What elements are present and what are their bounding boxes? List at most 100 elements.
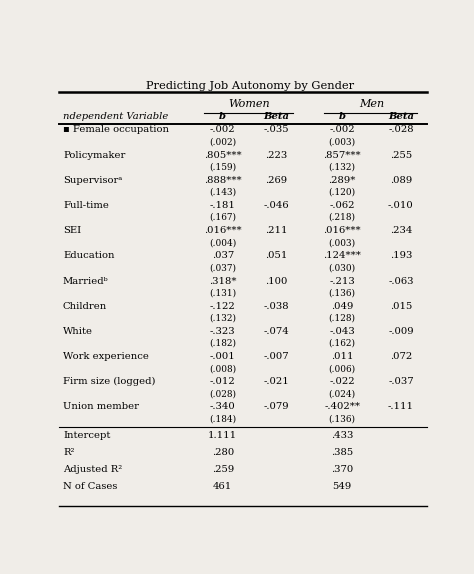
Text: (.003): (.003)	[328, 238, 356, 247]
Text: -.402**: -.402**	[324, 402, 360, 412]
Text: .223: .223	[265, 150, 287, 160]
Text: .193: .193	[390, 251, 412, 261]
Text: -.122: -.122	[210, 302, 236, 311]
Text: Full-time: Full-time	[63, 201, 109, 210]
Text: -.074: -.074	[263, 327, 289, 336]
Text: -.035: -.035	[263, 125, 289, 134]
Text: Supervisorᵃ: Supervisorᵃ	[63, 176, 122, 185]
Text: -.323: -.323	[210, 327, 236, 336]
Text: 1.111: 1.111	[208, 431, 237, 440]
Text: ndependent Variable: ndependent Variable	[63, 112, 168, 121]
Text: (.003): (.003)	[328, 137, 356, 146]
Text: Beta: Beta	[263, 112, 289, 121]
Text: .857***: .857***	[323, 150, 361, 160]
Text: b: b	[338, 112, 346, 121]
Text: -.046: -.046	[263, 201, 289, 210]
Text: N of Cases: N of Cases	[63, 482, 117, 491]
Text: -.038: -.038	[263, 302, 289, 311]
Text: -.181: -.181	[210, 201, 236, 210]
Text: -.028: -.028	[388, 125, 414, 134]
Text: .259: .259	[211, 465, 234, 474]
Text: (.143): (.143)	[209, 188, 236, 197]
Text: (.167): (.167)	[209, 213, 236, 222]
Text: (.120): (.120)	[328, 188, 356, 197]
Text: ▪ Female occupation: ▪ Female occupation	[63, 125, 169, 134]
Text: -.001: -.001	[210, 352, 236, 361]
Text: (.136): (.136)	[328, 289, 356, 297]
Text: (.182): (.182)	[209, 339, 236, 348]
Text: .089: .089	[390, 176, 412, 185]
Text: (.037): (.037)	[209, 263, 236, 272]
Text: -.021: -.021	[263, 377, 289, 386]
Text: (.132): (.132)	[328, 162, 356, 172]
Text: Women: Women	[228, 99, 270, 109]
Text: -.010: -.010	[388, 201, 414, 210]
Text: .888***: .888***	[204, 176, 242, 185]
Text: Men: Men	[359, 99, 384, 109]
Text: -.340: -.340	[210, 402, 236, 412]
Text: Firm size (logged): Firm size (logged)	[63, 377, 155, 386]
Text: .011: .011	[331, 352, 353, 361]
Text: .255: .255	[390, 150, 412, 160]
Text: .211: .211	[265, 226, 287, 235]
Text: .037: .037	[211, 251, 234, 261]
Text: .015: .015	[390, 302, 412, 311]
Text: Union member: Union member	[63, 402, 139, 412]
Text: .433: .433	[331, 431, 353, 440]
Text: .234: .234	[390, 226, 412, 235]
Text: Intercept: Intercept	[63, 431, 110, 440]
Text: -.037: -.037	[388, 377, 414, 386]
Text: .269: .269	[265, 176, 287, 185]
Text: Adjusted R²: Adjusted R²	[63, 465, 122, 474]
Text: (.184): (.184)	[209, 414, 236, 424]
Text: .385: .385	[331, 448, 353, 457]
Text: .280: .280	[211, 448, 234, 457]
Text: (.004): (.004)	[209, 238, 237, 247]
Text: 549: 549	[332, 482, 352, 491]
Text: .289*: .289*	[328, 176, 356, 185]
Text: R²: R²	[63, 448, 74, 457]
Text: (.030): (.030)	[328, 263, 356, 272]
Text: (.028): (.028)	[209, 389, 236, 398]
Text: 461: 461	[213, 482, 232, 491]
Text: .016***: .016***	[323, 226, 361, 235]
Text: (.218): (.218)	[328, 213, 356, 222]
Text: (.024): (.024)	[328, 389, 356, 398]
Text: -.002: -.002	[329, 125, 355, 134]
Text: .072: .072	[390, 352, 412, 361]
Text: Children: Children	[63, 302, 107, 311]
Text: (.008): (.008)	[209, 364, 236, 373]
Text: .049: .049	[331, 302, 353, 311]
Text: -.062: -.062	[329, 201, 355, 210]
Text: Beta: Beta	[388, 112, 414, 121]
Text: -.012: -.012	[210, 377, 236, 386]
Text: .318*: .318*	[209, 277, 237, 285]
Text: (.002): (.002)	[209, 137, 236, 146]
Text: Marriedᵇ: Marriedᵇ	[63, 277, 109, 285]
Text: Policymaker: Policymaker	[63, 150, 125, 160]
Text: -.007: -.007	[263, 352, 289, 361]
Text: .051: .051	[265, 251, 287, 261]
Text: White: White	[63, 327, 93, 336]
Text: Predicting Job Autonomy by Gender: Predicting Job Autonomy by Gender	[146, 82, 355, 91]
Text: (.136): (.136)	[328, 414, 356, 424]
Text: -.213: -.213	[329, 277, 355, 285]
Text: .370: .370	[331, 465, 353, 474]
Text: .805***: .805***	[204, 150, 242, 160]
Text: -.079: -.079	[263, 402, 289, 412]
Text: -.022: -.022	[329, 377, 355, 386]
Text: -.009: -.009	[388, 327, 414, 336]
Text: (.162): (.162)	[328, 339, 356, 348]
Text: b: b	[219, 112, 226, 121]
Text: Education: Education	[63, 251, 114, 261]
Text: (.159): (.159)	[209, 162, 236, 172]
Text: -.063: -.063	[388, 277, 414, 285]
Text: .100: .100	[265, 277, 287, 285]
Text: -.111: -.111	[388, 402, 414, 412]
Text: -.043: -.043	[329, 327, 355, 336]
Text: (.132): (.132)	[209, 313, 236, 323]
Text: (.131): (.131)	[209, 289, 236, 297]
Text: .016***: .016***	[204, 226, 242, 235]
Text: .124***: .124***	[323, 251, 361, 261]
Text: SEI: SEI	[63, 226, 81, 235]
